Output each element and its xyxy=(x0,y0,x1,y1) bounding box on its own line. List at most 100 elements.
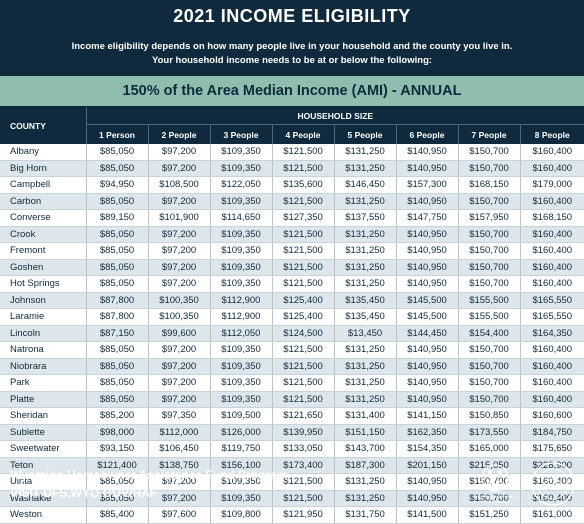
table-row: Johnson $87,800 $100,350 $112,900 $125,400 $1… xyxy=(0,292,584,309)
income-cell: $131,250 xyxy=(333,144,396,161)
income-cell: $121,500 xyxy=(271,242,334,260)
income-cell: $131,250 xyxy=(333,341,396,359)
income-cell: $85,050 xyxy=(85,391,148,408)
income-cell: $85,050 xyxy=(85,341,148,359)
income-cell: $126,000 xyxy=(209,424,272,441)
county-cell: Sweetwater xyxy=(0,440,86,458)
income-cell: $160,600 xyxy=(519,407,584,425)
county-cell: Teton xyxy=(0,457,86,474)
column-header: 6 People xyxy=(395,124,458,144)
income-cell: $160,400 xyxy=(519,341,584,359)
county-cell: Converse xyxy=(0,209,86,227)
income-cell: $125,400 xyxy=(271,308,334,326)
income-cell: $112,000 xyxy=(147,424,210,441)
income-cell: $157,950 xyxy=(457,209,520,227)
income-cell: $139,950 xyxy=(271,424,334,441)
income-cell: $121,500 xyxy=(271,473,334,491)
intro-line-2: Your household income needs to be at or … xyxy=(151,55,433,66)
income-cell: $131,400 xyxy=(333,407,396,425)
income-cell: $121,500 xyxy=(271,144,334,161)
income-cell: $146,450 xyxy=(333,176,396,194)
income-cell: $160,400 xyxy=(519,193,584,210)
table-row: Lincoln $87,150 $99,600 $112,050 $124,500 $13… xyxy=(0,325,584,342)
income-cell: $97,200 xyxy=(147,473,210,491)
income-cell: $85,200 xyxy=(85,407,148,425)
income-cell: $131,250 xyxy=(333,193,396,210)
income-cell: $109,350 xyxy=(209,341,272,359)
income-cell: $179,000 xyxy=(519,176,584,194)
income-cell: $165,550 xyxy=(519,292,584,309)
column-header: 4 People xyxy=(271,124,334,144)
website-link[interactable]: VISIT DFS.WYO.GOV/HAF xyxy=(10,486,158,500)
income-cell: $109,350 xyxy=(209,275,272,293)
income-cell: $114,650 xyxy=(209,209,272,227)
income-cell: $124,500 xyxy=(271,325,334,342)
income-cell: $85,050 xyxy=(85,490,148,507)
county-cell: Fremont xyxy=(0,242,86,260)
income-cell: $97,200 xyxy=(147,144,210,161)
income-cell: $160,400 xyxy=(519,391,584,408)
income-cell: $160,400 xyxy=(519,259,584,276)
income-cell: $13,450 xyxy=(333,325,396,342)
income-cell: $97,200 xyxy=(147,259,210,276)
income-cell: $85,050 xyxy=(85,259,148,276)
income-cell: $140,950 xyxy=(395,226,458,243)
income-cell: $100,350 xyxy=(147,292,210,309)
county-cell: Sublette xyxy=(0,424,86,441)
income-cell: $109,350 xyxy=(209,193,272,210)
income-cell: $157,300 xyxy=(395,176,458,194)
income-cell: $168,150 xyxy=(457,176,520,194)
income-cell: $150,700 xyxy=(457,226,520,243)
workforce-services-logo xyxy=(528,460,578,508)
county-cell: Crook xyxy=(0,226,86,243)
income-cell: $112,900 xyxy=(209,308,272,326)
income-cell: $87,800 xyxy=(85,292,148,309)
income-cell: $85,050 xyxy=(85,473,148,491)
income-cell: $150,700 xyxy=(457,193,520,210)
income-cell: $141,150 xyxy=(395,407,458,425)
income-cell: $85,050 xyxy=(85,374,148,392)
income-cell: $150,700 xyxy=(457,358,520,375)
table-row: Hot Springs $85,050 $97,200 $109,350 $121,50… xyxy=(0,275,584,293)
county-cell: Park xyxy=(0,374,86,392)
income-cell: $140,950 xyxy=(395,358,458,375)
income-cell: $140,950 xyxy=(395,391,458,408)
county-cell: Washakie xyxy=(0,490,86,507)
county-cell: Platte xyxy=(0,391,86,408)
income-cell: $140,950 xyxy=(395,490,458,507)
table-row: Sheridan $85,200 $97,350 $109,500 $121,650 $1… xyxy=(0,407,584,425)
income-cell: $121,500 xyxy=(271,391,334,408)
county-cell: Uinta xyxy=(0,473,86,491)
income-cell: $109,500 xyxy=(209,407,272,425)
income-cell: $131,250 xyxy=(333,490,396,507)
income-cell: $162,350 xyxy=(395,424,458,441)
workforce-seal-icon xyxy=(531,462,575,506)
table-row: Goshen $85,050 $97,200 $109,350 $121,500 $131… xyxy=(0,259,584,276)
income-cell: $87,800 xyxy=(85,308,148,326)
income-cell: $173,550 xyxy=(457,424,520,441)
income-cell: $97,200 xyxy=(147,275,210,293)
page-title: 2021 INCOME ELIGIBILITY xyxy=(173,6,411,26)
table-row: Converse $89,150 $101,900 $114,650 $127,350 $… xyxy=(0,209,584,227)
table-row: Park $85,050 $97,200 $109,350 $121,500 $131,2… xyxy=(0,374,584,392)
income-cell: $98,000 xyxy=(85,424,148,441)
income-cell: $160,400 xyxy=(519,358,584,375)
income-cell: $97,200 xyxy=(147,242,210,260)
income-cell: $150,700 xyxy=(457,160,520,177)
income-cell: $121,500 xyxy=(271,160,334,177)
family-figures-icon xyxy=(481,464,509,492)
county-cell: Campbell xyxy=(0,176,86,194)
income-cell: $109,350 xyxy=(209,144,272,161)
income-cell: $109,350 xyxy=(209,473,272,491)
column-header: 1 Person xyxy=(85,124,148,144)
income-cell: $121,500 xyxy=(271,358,334,375)
income-cell: $131,250 xyxy=(333,275,396,293)
income-cell: $175,650 xyxy=(519,440,584,458)
income-cell: $184,750 xyxy=(519,424,584,441)
income-cell: $145,500 xyxy=(395,292,458,309)
income-cell: $187,300 xyxy=(333,457,396,474)
income-cell: $140,950 xyxy=(395,341,458,359)
income-cell: $145,500 xyxy=(395,308,458,326)
income-cell: $160,400 xyxy=(519,226,584,243)
income-cell: $140,950 xyxy=(395,160,458,177)
